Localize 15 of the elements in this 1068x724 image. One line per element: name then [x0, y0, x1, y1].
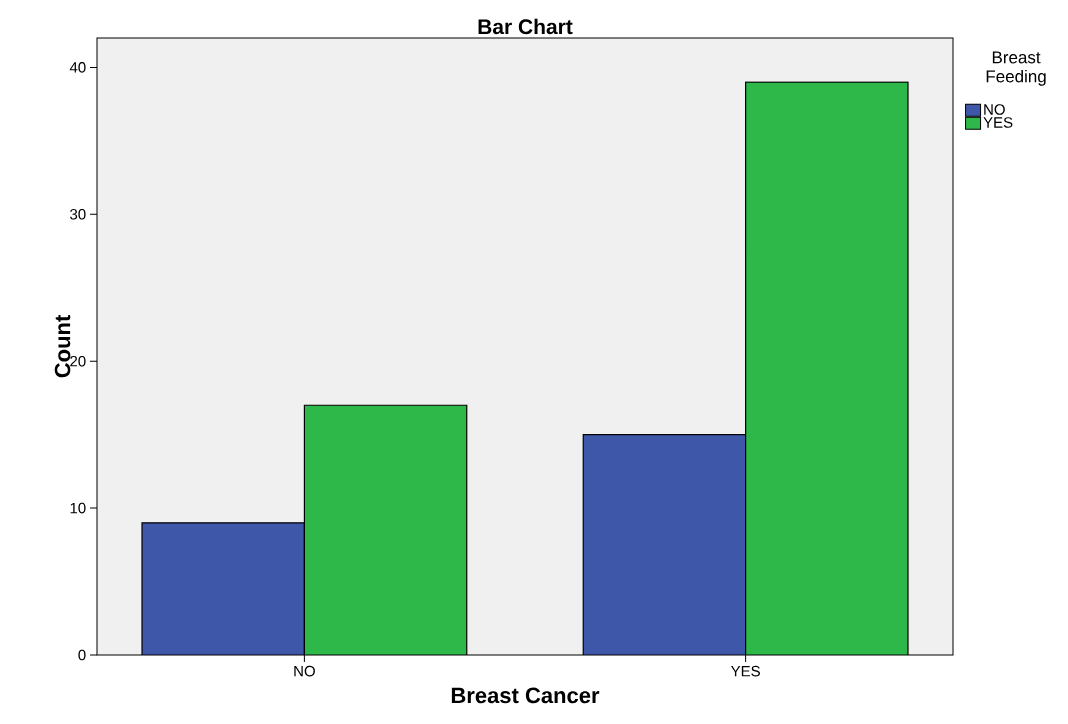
legend-label: YES — [983, 117, 1013, 128]
legend-label: NO — [984, 104, 1005, 115]
bar — [582, 434, 747, 655]
y-tick-label: 0 — [78, 649, 86, 661]
y-tick-label: 10 — [70, 502, 86, 514]
y-axis-title: Count — [54, 315, 71, 378]
y-tick-label: 30 — [70, 208, 86, 220]
chart-title: Bar Chart — [478, 18, 573, 35]
y-tick-label: 40 — [69, 62, 86, 73]
y-tick-label: 20 — [70, 355, 86, 367]
bar — [141, 522, 305, 655]
x-axis-title: Breast Cancer — [451, 687, 600, 704]
legend-title: Breast Feeding — [986, 51, 1046, 86]
bar — [745, 81, 909, 655]
bar — [303, 404, 468, 655]
